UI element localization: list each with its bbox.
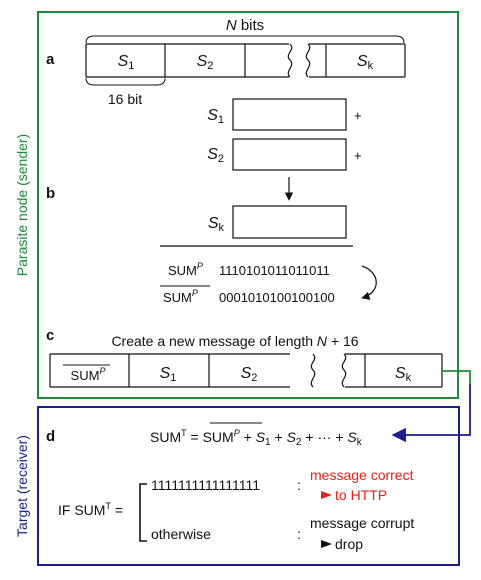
packet-c: SUMP S1 S2 Sk	[49, 353, 443, 388]
n-bits-brace	[85, 35, 405, 44]
panel-c-caption: Create a new message of length N + 16	[111, 333, 358, 349]
n-bits-label: N bits	[226, 17, 264, 34]
sum-row-k-label: Sk	[208, 215, 225, 234]
packet-c-seg-2: S2	[241, 365, 258, 384]
case-2-value: otherwise	[151, 526, 211, 542]
if-condition: IF SUMT =	[58, 501, 123, 518]
case-1-action: to HTTP	[335, 487, 387, 503]
case-1-result: message correct	[310, 467, 414, 483]
send-connector-green	[442, 370, 471, 384]
packet-a-seg-1: S1	[118, 53, 135, 72]
complement-arrow	[361, 265, 377, 300]
sum-p-complement-bits: 0001010100100100	[219, 290, 335, 305]
send-connector-blue	[391, 384, 471, 443]
packet-a-seg-2: S2	[197, 53, 214, 72]
checksum-equation: SUMT = SUMP + S1 + S2 + ··· + Sk	[150, 428, 363, 448]
panel-b-label: b	[46, 185, 55, 202]
case-1-colon: :	[297, 477, 301, 493]
panel-c-label: c	[46, 327, 54, 344]
sum-row-2-label: S2	[207, 146, 224, 165]
packet-c-break-right	[341, 353, 347, 388]
packet-c-seg-k: Sk	[395, 365, 412, 384]
packet-a-seg-k: Sk	[357, 53, 374, 72]
panel-d-label: d	[46, 428, 55, 445]
case-2-action: drop	[335, 536, 363, 552]
sum-row-1-box	[232, 98, 347, 131]
sender-label: Parasite node (sender)	[14, 134, 30, 276]
case-2-result: message corrupt	[310, 515, 414, 531]
case-bracket	[139, 483, 147, 542]
segment-size-brace	[85, 77, 166, 86]
sum-row-2-op: +	[354, 148, 362, 163]
sum-row-2-box	[232, 138, 347, 171]
sum-row-k-box	[232, 205, 347, 239]
sender-frame	[37, 11, 459, 399]
packet-a-break-right	[305, 43, 311, 78]
case-1-arrow-icon	[321, 491, 332, 499]
packet-c-seg-sum: SUMP	[71, 366, 106, 383]
packet-c-break-left	[310, 353, 316, 388]
packet-a-break-left	[287, 43, 293, 78]
packet-c-seg-1: S1	[160, 365, 177, 384]
case-2-arrow-icon	[321, 540, 332, 548]
panel-a-label: a	[46, 51, 55, 68]
receiver-frame	[37, 406, 460, 566]
packet-a: S1 S2 Sk	[85, 43, 406, 78]
sum-p-label: SUMP	[168, 261, 203, 278]
sum-row-1-op: +	[354, 108, 362, 123]
sum-row-1-label: S1	[207, 107, 224, 126]
segment-size-label: 16 bit	[108, 91, 142, 107]
sum-p-bits: 1110101011011011	[219, 263, 330, 278]
sum-p-complement-label: SUMP	[163, 288, 198, 305]
case-2-colon: :	[297, 526, 301, 542]
receiver-label: Target (receiver)	[14, 435, 30, 537]
case-1-value: 1111111111111111	[151, 477, 260, 493]
